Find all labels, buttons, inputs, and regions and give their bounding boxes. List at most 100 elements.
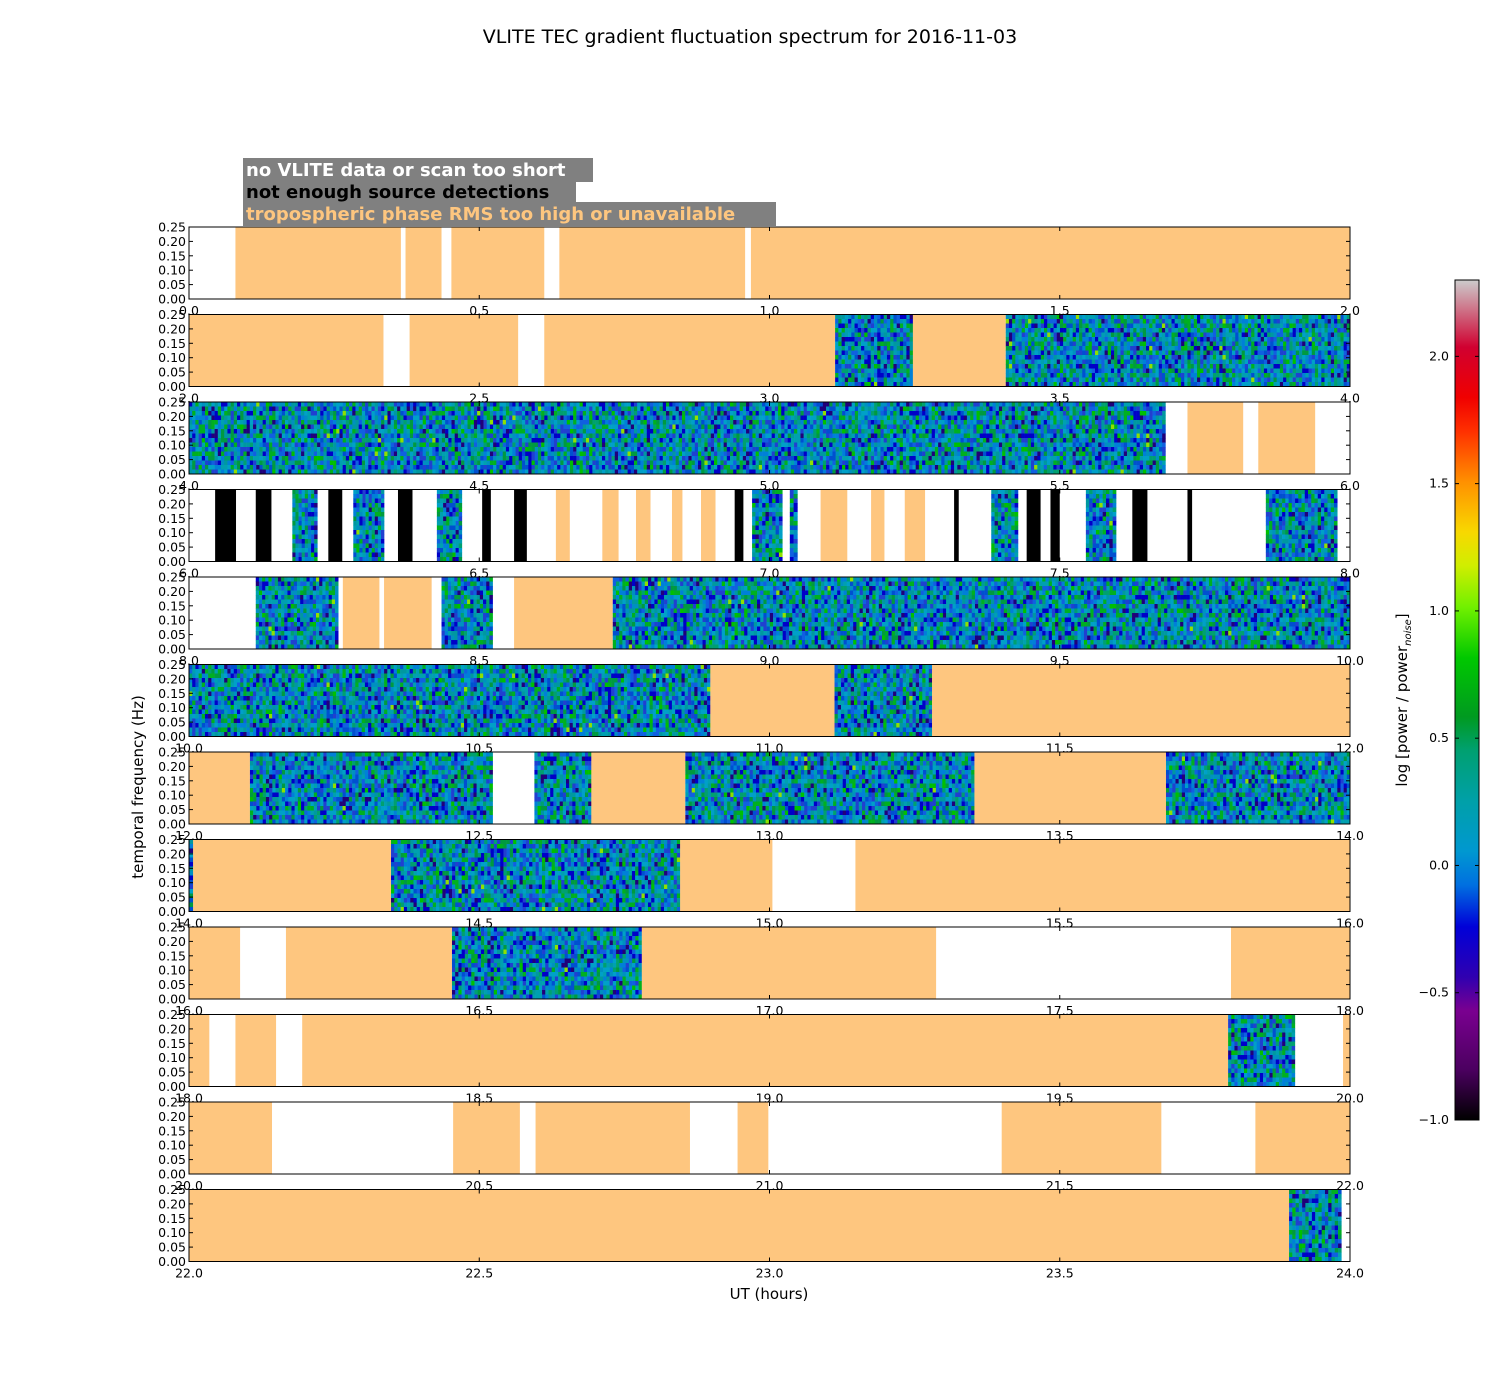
segment-tropo xyxy=(409,314,519,387)
colorbar-tick-label: −0.5 xyxy=(1419,985,1449,1000)
segment-tropo xyxy=(1258,402,1316,474)
segment-tropo xyxy=(1001,1102,1162,1174)
colorbar: −1.0 −0.5 0.0 0.5 1.0 1.5 2.0 log [power / pow… xyxy=(1393,279,1480,1127)
y-tick-label: 0.10 xyxy=(158,1225,186,1240)
segment-tropo xyxy=(855,839,1350,912)
segment-few-detections xyxy=(1050,489,1060,562)
y-tick-label: 0.25 xyxy=(158,220,186,235)
y-tick-label: 0.15 xyxy=(158,948,186,963)
y-axis-label: temporal frequency (Hz) xyxy=(129,695,147,879)
y-tick-label: 0.15 xyxy=(158,686,186,701)
y-tick-label: 0.20 xyxy=(158,496,186,511)
y-tick-label: 0.00 xyxy=(158,642,186,657)
y-tick-label: 0.05 xyxy=(158,277,186,292)
y-tick-label: 0.25 xyxy=(158,1182,186,1197)
y-tick-label: 0.25 xyxy=(158,1007,186,1022)
y-tick-label: 0.00 xyxy=(158,467,186,482)
segment-spectrum xyxy=(1085,489,1117,562)
segment-spectrum xyxy=(441,577,493,650)
y-tick-label: 0.05 xyxy=(158,977,186,992)
y-tick-label: 0.25 xyxy=(158,745,186,760)
segment-few-detections xyxy=(215,489,237,562)
panel-1: 0.000.050.100.150.200.252.0 2.5 3.0 3.5 4.0 xyxy=(158,307,1360,406)
colorbar-label: log [power / powernoise] xyxy=(1393,613,1414,786)
segment-tropo xyxy=(680,839,773,912)
segment-few-detections xyxy=(1132,489,1148,562)
segment-tropo xyxy=(602,489,619,562)
panels: 0.000.050.100.150.200.250.0 0.5 1.0 1.5 2.00… xyxy=(158,220,1364,1281)
segment-spectrum xyxy=(451,927,643,1000)
y-tick-label: 0.05 xyxy=(158,1065,186,1080)
y-tick-label: 0.00 xyxy=(158,904,186,919)
y-tick-label: 0.25 xyxy=(158,482,186,497)
y-tick-label: 0.15 xyxy=(158,248,186,263)
segment-tropo xyxy=(193,839,392,912)
segment-tropo xyxy=(453,1102,520,1174)
colorbar-tick-label: 2.0 xyxy=(1429,348,1449,363)
y-tick-label: 0.00 xyxy=(158,1254,186,1269)
y-tick-label: 0.10 xyxy=(158,700,186,715)
x-axis-label: UT (hours) xyxy=(730,1285,809,1303)
segment-tropo xyxy=(671,489,683,562)
segment-spectrum xyxy=(255,577,339,650)
colorbar-tick-label: 0.0 xyxy=(1429,857,1449,872)
segment-tropo xyxy=(555,489,570,562)
panel-2: 0.000.050.100.150.200.254.0 4.5 5.0 5.5 6.0 xyxy=(158,395,1360,494)
panel-4: 0.000.050.100.150.200.258.0 8.5 9.0 9.5 10.0 xyxy=(158,570,1364,669)
segment-few-detections xyxy=(482,489,491,562)
legend-background xyxy=(243,158,593,182)
x-tick-label: 22.5 xyxy=(465,1266,493,1281)
y-tick-label: 0.25 xyxy=(158,832,186,847)
y-tick-label: 0.05 xyxy=(158,802,186,817)
y-tick-label: 0.25 xyxy=(158,307,186,322)
x-tick-label: 22.0 xyxy=(175,1266,203,1281)
y-tick-label: 0.05 xyxy=(158,1240,186,1255)
segment-tropo xyxy=(514,577,613,649)
segment-spectrum xyxy=(1228,1014,1296,1087)
segment-tropo xyxy=(559,227,746,299)
y-tick-label: 0.10 xyxy=(158,350,186,365)
segment-tropo xyxy=(591,752,686,824)
segment-tropo xyxy=(912,314,1006,387)
y-tick-label: 0.25 xyxy=(158,1095,186,1110)
y-tick-label: 0.00 xyxy=(158,554,186,569)
segment-spectrum xyxy=(189,664,711,737)
segment-tropo xyxy=(189,314,384,387)
colorbar-label-sub: noise xyxy=(1403,619,1414,646)
y-tick-label: 0.05 xyxy=(158,890,186,905)
y-tick-label: 0.05 xyxy=(158,540,186,555)
segment-few-detections xyxy=(397,489,413,562)
segment-tropo xyxy=(189,1102,273,1174)
y-tick-label: 0.00 xyxy=(158,1079,186,1094)
y-tick-label: 0.25 xyxy=(158,395,186,410)
y-tick-label: 0.10 xyxy=(158,525,186,540)
legend-item-no-data: no VLITE data or scan too short xyxy=(246,160,566,181)
y-tick-label: 0.10 xyxy=(158,1138,186,1153)
segment-spectrum xyxy=(991,489,1019,562)
legend-background-2 xyxy=(243,180,576,204)
segment-tropo xyxy=(342,577,380,649)
segment-tropo xyxy=(904,489,926,562)
y-tick-label: 0.15 xyxy=(158,861,186,876)
colorbar-tick-label: 1.5 xyxy=(1429,476,1449,491)
y-tick-label: 0.10 xyxy=(158,263,186,278)
segment-spectrum xyxy=(612,577,1351,650)
segment-spectrum xyxy=(1165,752,1351,825)
segment-few-detections xyxy=(514,489,527,562)
panel-11: 0.000.050.100.150.200.25 22.0 22.5 23.0 23.5… xyxy=(158,1182,1364,1281)
y-tick-label: 0.10 xyxy=(158,613,186,628)
segment-tropo xyxy=(535,1102,690,1174)
legend-item-few-detections: not enough source detections xyxy=(246,182,549,203)
x-tick-label: 23.5 xyxy=(1046,1266,1074,1281)
y-tick-label: 0.05 xyxy=(158,365,186,380)
segment-spectrum xyxy=(189,402,1166,475)
legend-item-tropo: tropospheric phase RMS too high or unava… xyxy=(246,204,735,225)
segment-tropo xyxy=(641,927,937,999)
y-tick-label: 0.00 xyxy=(158,292,186,307)
segment-tropo xyxy=(932,664,1350,737)
